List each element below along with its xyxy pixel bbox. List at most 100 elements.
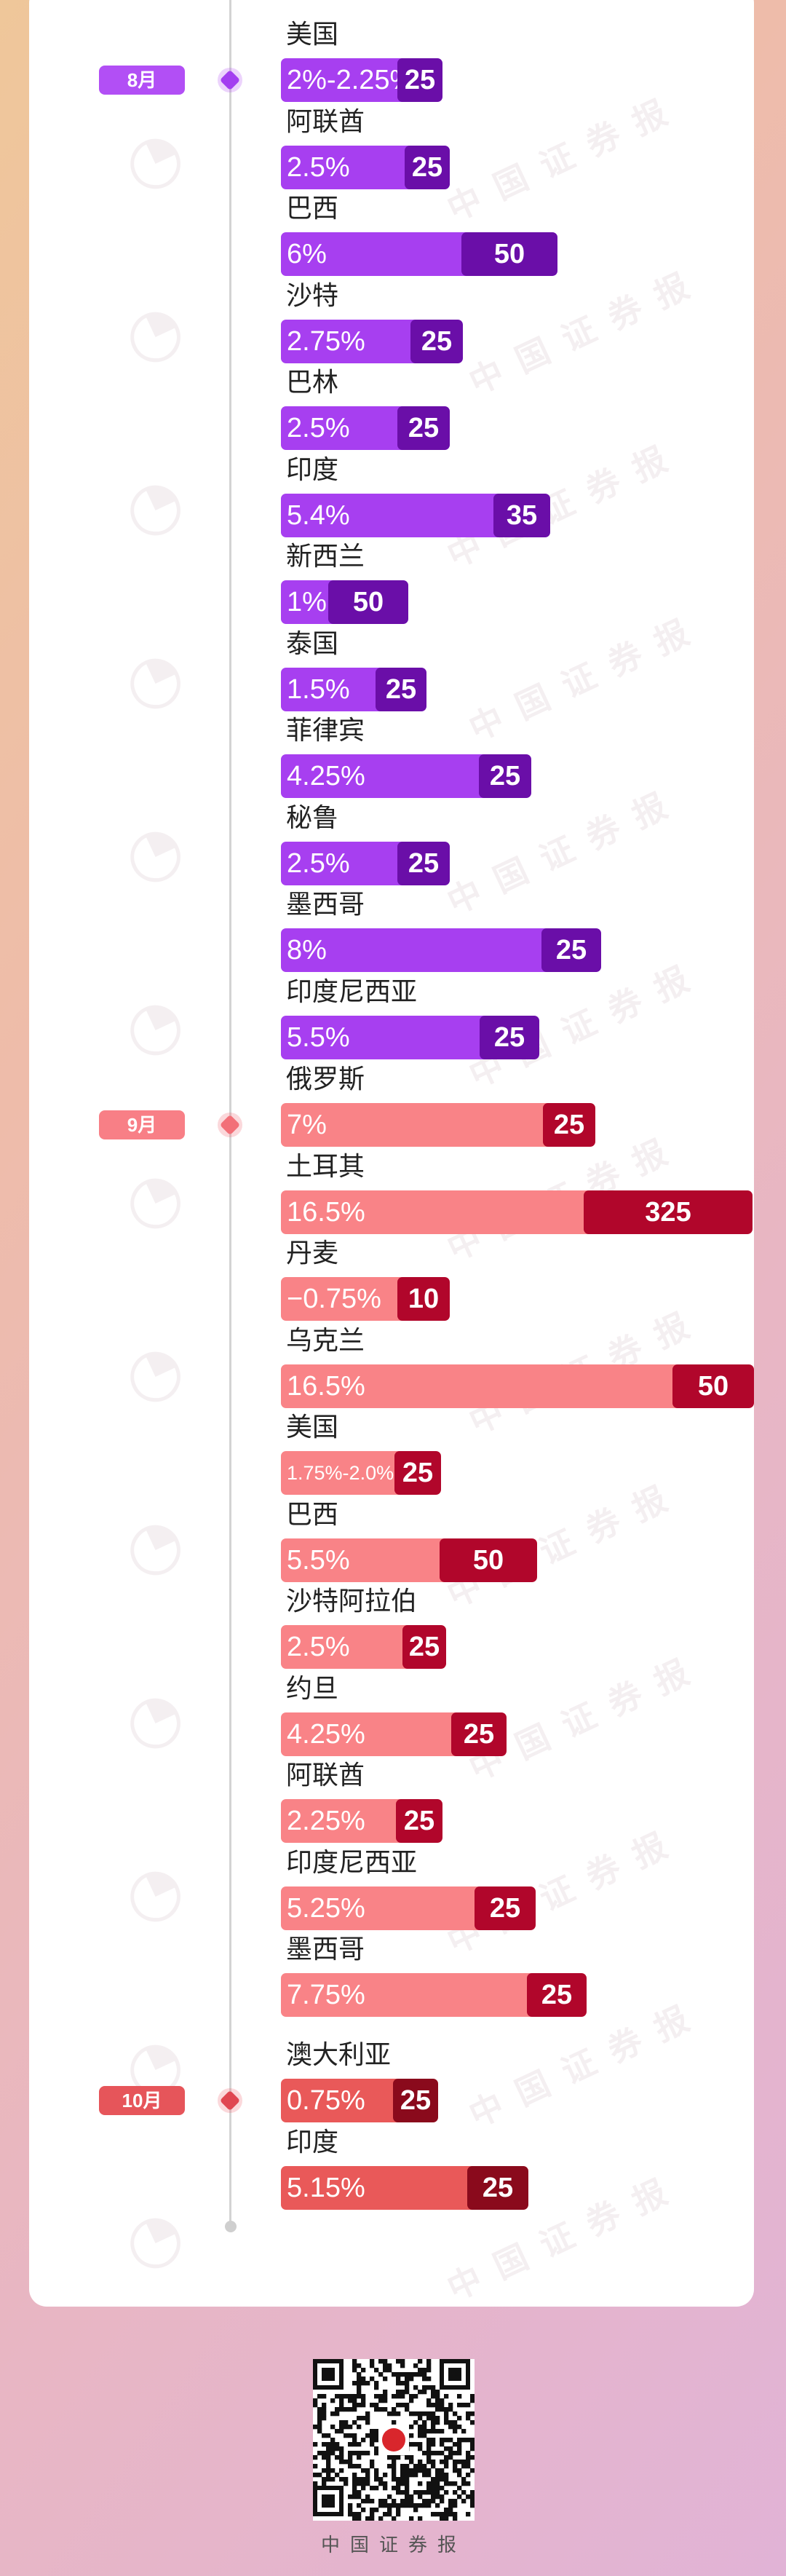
- rate-bar: 7% 25: [281, 1103, 595, 1147]
- rate-bar: 6% 50: [281, 232, 557, 276]
- rate-label: 16.5%: [287, 1196, 365, 1228]
- rate-bar: 2%-2.25% 25: [281, 58, 442, 102]
- rate-label: 5.5%: [287, 1544, 350, 1576]
- rate-label: 2.25%: [287, 1806, 365, 1836]
- rate-label: 2%-2.25%: [287, 65, 415, 95]
- rate-label: 4.25%: [287, 761, 365, 791]
- country-label: 新西兰: [286, 541, 365, 571]
- rate-label: 0.75%: [287, 2085, 365, 2116]
- rate-label: 1%: [287, 587, 327, 617]
- rate-label: 1.75%-2.0%: [287, 1462, 394, 1484]
- country-label: 印度: [286, 454, 339, 484]
- rate-bar: 2.5% 25: [281, 145, 450, 189]
- hike-segment: 25: [541, 928, 601, 972]
- country-label: 约旦: [286, 1672, 339, 1703]
- month-label: 10月: [99, 2086, 185, 2115]
- rate-bar: 1.75%-2.0% 25: [281, 1451, 441, 1495]
- rate-bar: 0.75% 25: [281, 2079, 438, 2122]
- hike-segment: 25: [394, 1451, 441, 1495]
- rate-bar: 4.25% 25: [281, 1712, 507, 1756]
- watermark-logo: ◔: [111, 451, 212, 553]
- watermark-logo: ◔: [111, 971, 212, 1072]
- rate-label: 5.5%: [287, 1022, 350, 1053]
- hike-segment: 25: [393, 2079, 438, 2122]
- hike-segment: 35: [493, 493, 550, 537]
- watermark-logo: ◔: [111, 1837, 212, 1939]
- watermark-logo: ◔: [111, 1664, 212, 1766]
- timeline-end-dot: [225, 2221, 237, 2232]
- hike-segment: 25: [451, 1712, 507, 1756]
- hike-segment: 50: [328, 580, 408, 624]
- hike-segment: 25: [480, 1015, 539, 1059]
- hike-segment: 25: [410, 319, 463, 363]
- qr-code[interactable]: [313, 2359, 475, 2521]
- country-label: 菲律宾: [286, 715, 365, 745]
- hike-segment: 25: [543, 1103, 595, 1147]
- rate-bar: 1.5% 25: [281, 667, 426, 711]
- rate-label: −0.75%: [287, 1284, 381, 1314]
- rate-bar: 2.25% 25: [281, 1799, 442, 1843]
- rate-label: 2.5%: [287, 413, 350, 443]
- hike-segment: 25: [527, 1973, 587, 2017]
- hike-segment: 25: [475, 1886, 536, 1930]
- country-label: 澳大利亚: [286, 2039, 392, 2069]
- rate-label: 5.4%: [287, 499, 350, 531]
- country-label: 美国: [286, 19, 339, 49]
- rate-label: 2.5%: [287, 1632, 350, 1662]
- qr-logo-icon: [382, 2428, 405, 2451]
- rate-label: 2.5%: [287, 848, 350, 879]
- hike-segment: 25: [402, 1625, 446, 1669]
- month-marker-icon: [215, 2086, 245, 2115]
- hike-segment: 25: [479, 754, 531, 798]
- rate-bar: 5.5% 50: [281, 1538, 537, 1582]
- month-label: 9月: [99, 1110, 185, 1139]
- rate-bar: 7.75% 25: [281, 1973, 587, 2017]
- country-label: 阿联酋: [286, 106, 365, 136]
- country-label: 墨西哥: [286, 1934, 365, 1964]
- chart-card: 中国证券报◔中国证券报◔中国证券报◔中国证券报◔中国证券报◔中国证券报◔中国证券…: [29, 0, 754, 2308]
- rate-label: 6%: [287, 239, 327, 269]
- country-label: 丹麦: [286, 1238, 339, 1268]
- rate-bar: 8% 25: [281, 928, 601, 972]
- watermark-logo: ◔: [111, 624, 212, 726]
- hike-segment: 25: [376, 667, 426, 711]
- qr-caption: 中国证券报: [320, 2534, 467, 2556]
- watermark-logo: ◔: [111, 1317, 212, 1419]
- country-label: 美国: [286, 1412, 339, 1442]
- rate-bar: 16.5% 50: [281, 1364, 754, 1408]
- month-label: 8月: [99, 66, 185, 95]
- country-label: 土耳其: [286, 1150, 365, 1181]
- qr-code-image: [313, 2359, 475, 2521]
- country-label: 巴西: [286, 1498, 339, 1529]
- hike-segment: 50: [672, 1364, 754, 1408]
- country-label: 阿联酋: [286, 1760, 365, 1790]
- rate-label: 4.25%: [287, 1718, 365, 1750]
- country-label: 泰国: [286, 628, 339, 658]
- month-marker-icon: [215, 66, 245, 95]
- rate-label: 7%: [287, 1110, 327, 1140]
- country-label: 墨西哥: [286, 889, 365, 919]
- country-label: 巴西: [286, 193, 339, 223]
- country-label: 巴林: [286, 367, 339, 397]
- rate-label: 16.5%: [287, 1370, 365, 1402]
- country-label: 沙特阿拉伯: [286, 1586, 418, 1616]
- hike-segment: 25: [397, 841, 450, 885]
- watermark-logo: ◔: [111, 277, 212, 379]
- rate-bar: 2.5% 25: [281, 841, 450, 885]
- watermark-logo: ◔: [111, 1144, 212, 1246]
- hike-segment: 50: [461, 232, 557, 276]
- watermark-text: 中国证券报: [441, 85, 689, 229]
- country-label: 印度尼西亚: [286, 1846, 418, 1877]
- hike-segment: 25: [405, 145, 450, 189]
- rate-bar: 1% 50: [281, 580, 408, 624]
- rate-bar: 2.5% 25: [281, 406, 450, 450]
- rate-label: 1.5%: [287, 673, 350, 705]
- watermark-logo: ◔: [111, 797, 212, 899]
- rate-bar: 4.25% 25: [281, 754, 531, 798]
- rate-label: 2.75%: [287, 325, 365, 357]
- rate-label: 5.15%: [287, 2172, 365, 2203]
- rate-label: 2.5%: [287, 151, 350, 183]
- rate-label: 5.25%: [287, 1892, 365, 1924]
- watermark-logo: ◔: [111, 104, 212, 206]
- watermark-text: 中国证券报: [463, 605, 711, 749]
